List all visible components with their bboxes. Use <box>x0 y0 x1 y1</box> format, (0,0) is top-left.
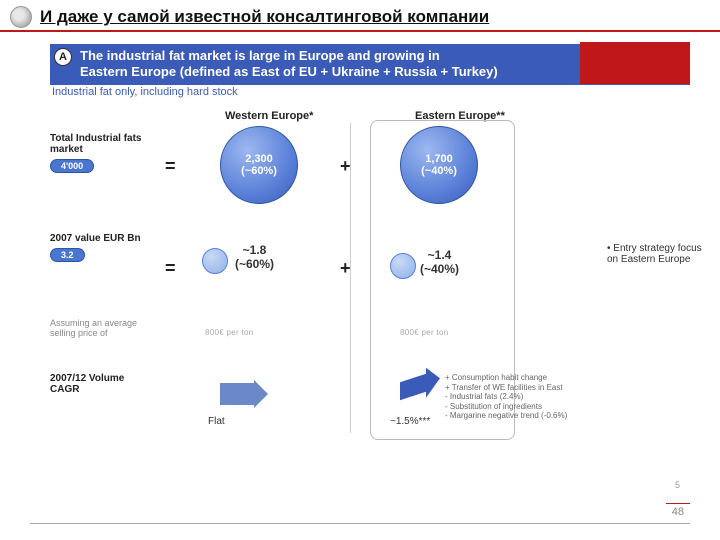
side-note: Entry strategy focus on Eastern Europe <box>607 243 702 265</box>
stray-mark: 5 <box>675 480 680 490</box>
note-1: Consumption habit change <box>445 373 600 383</box>
col-header-west: Western Europe* <box>225 110 313 122</box>
blur-west: 800€ per ton <box>205 328 254 337</box>
plus-1: + <box>340 156 351 177</box>
row-value-label: 2007 value EUR Bn 3.2 <box>50 233 155 262</box>
arrow-flat-icon <box>220 383 254 405</box>
row-assume-label: Assuming an average selling price of <box>50 318 155 338</box>
equals-1: = <box>165 156 176 177</box>
footer-line <box>30 523 690 524</box>
trend-west: Flat <box>208 416 225 427</box>
subtitle: Industrial fat only, including hard stoc… <box>52 86 238 98</box>
plus-2: + <box>340 258 351 279</box>
circle-east-val <box>390 253 416 279</box>
section-badge: A <box>54 48 72 66</box>
val-west: ~1.8 (~60%) <box>235 243 274 272</box>
east-notes: Consumption habit change Transfer of WE … <box>445 373 600 421</box>
circle-west-vol: 2,300 (~60%) <box>220 126 298 204</box>
slide-title: И даже у самой известной консалтинговой … <box>40 7 489 27</box>
equals-2: = <box>165 258 176 279</box>
note-4: Substitution of ingredients <box>445 402 600 412</box>
slide-body: A The industrial fat market is large in … <box>50 38 690 468</box>
val-east: ~1.4 (~40%) <box>420 248 459 277</box>
row-total-label: Total Industrial fats market 4'000 <box>50 133 155 173</box>
pill-total: 4'000 <box>50 159 94 173</box>
banner-line2: Eastern Europe (defined as East of EU + … <box>80 64 498 79</box>
logo-icon <box>10 6 32 28</box>
circle-east-vol: 1,700 (~40%) <box>400 126 478 204</box>
trend-east: ~1.5%*** <box>390 416 430 427</box>
note-5: Margarine negative trend (-0.6%) <box>445 411 600 421</box>
page-number: 48 <box>666 503 690 520</box>
circle-west-val <box>202 248 228 274</box>
row-cagr-label: 2007/12 Volume CAGR <box>50 373 155 395</box>
blur-east: 800€ per ton <box>400 328 449 337</box>
note-2: Transfer of WE facilities in East <box>445 383 600 393</box>
redaction-block <box>580 42 690 84</box>
note-3: Industrial fats (2.4%) <box>445 392 600 402</box>
slide-header: И даже у самой известной консалтинговой … <box>0 0 720 32</box>
banner-line1: The industrial fat market is large in Eu… <box>80 48 440 63</box>
pill-value: 3.2 <box>50 248 85 262</box>
